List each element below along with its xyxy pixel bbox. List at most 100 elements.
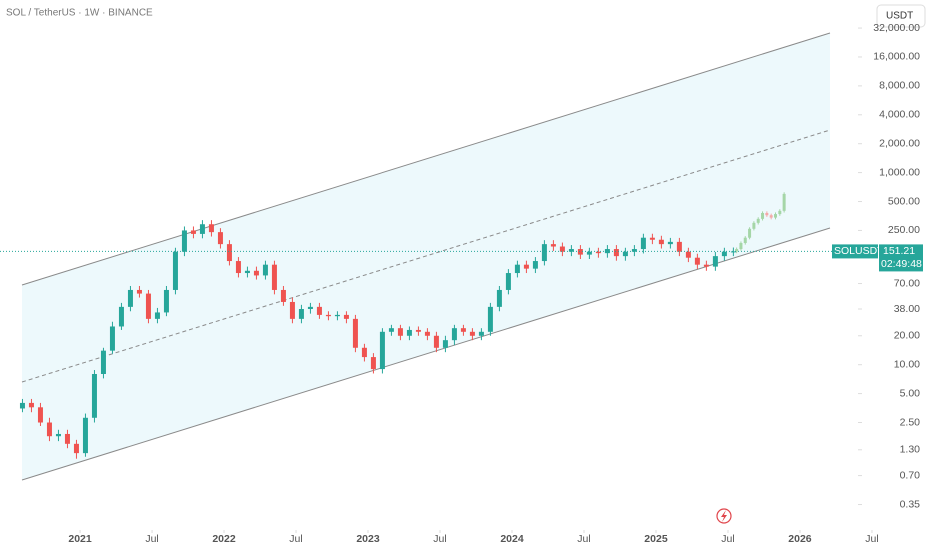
- candle-body: [748, 228, 752, 238]
- candle-body: [622, 251, 628, 257]
- candle-body: [769, 215, 773, 218]
- candle-body: [415, 329, 421, 332]
- channel-top: [21, 32, 831, 286]
- x-tick-label: Jul: [721, 533, 734, 545]
- x-tick-label: Jul: [145, 533, 158, 545]
- candle-body: [136, 289, 142, 294]
- currency-label[interactable]: USDT: [886, 11, 913, 22]
- y-tick-label: 5.00: [900, 387, 921, 399]
- candle-body: [217, 232, 223, 245]
- y-tick-label: 500.00: [888, 195, 920, 207]
- candle-body: [577, 249, 583, 255]
- candle-body: [586, 251, 592, 255]
- candle-body: [316, 306, 322, 315]
- candle-body: [244, 270, 250, 274]
- candle-body: [109, 326, 115, 351]
- candle-body: [406, 329, 412, 336]
- candle-body: [298, 309, 304, 319]
- y-tick-label: 1.30: [900, 444, 921, 456]
- candle-body: [487, 306, 493, 332]
- last-price-label: 151.21: [883, 245, 915, 257]
- candle-body: [514, 264, 520, 274]
- candle-body: [307, 306, 313, 310]
- y-tick-label: 4,000.00: [879, 109, 920, 121]
- candle-body: [743, 237, 747, 243]
- candle-body: [379, 331, 385, 370]
- candle-body: [226, 244, 232, 262]
- candle-body: [82, 417, 88, 454]
- candle-body: [64, 433, 70, 444]
- countdown-label: 02:49:48: [881, 258, 922, 270]
- candle-body: [334, 314, 340, 317]
- candle-body: [361, 347, 367, 358]
- x-tick-label: Jul: [289, 533, 302, 545]
- candle-body: [442, 340, 448, 348]
- candle-body: [568, 249, 574, 252]
- candle-body: [172, 251, 178, 290]
- candle-body: [550, 244, 556, 247]
- candle-body: [496, 289, 502, 307]
- candle-body: [343, 314, 349, 319]
- candle-body: [154, 312, 160, 319]
- x-tick-label: 2023: [356, 533, 380, 545]
- channel-mid: [21, 129, 831, 383]
- candle-body: [752, 222, 756, 229]
- candle-body: [721, 251, 727, 257]
- plot-area: [19, 32, 831, 481]
- candle-body: [388, 328, 394, 332]
- x-tick-label: 2021: [68, 533, 92, 545]
- candle-body: [190, 230, 196, 234]
- candle-body: [370, 357, 376, 370]
- y-tick-label: 2.50: [900, 416, 921, 428]
- candle-body: [262, 264, 268, 276]
- candle-body: [730, 251, 736, 253]
- candle-body: [649, 237, 655, 240]
- candle-body: [778, 210, 782, 215]
- y-tick-label: 38.00: [894, 303, 920, 315]
- candle-body: [685, 251, 691, 258]
- candle-body: [325, 314, 331, 317]
- candle-body: [289, 301, 295, 319]
- candle-body: [604, 249, 610, 254]
- candle-body: [424, 331, 430, 336]
- y-tick-label: 70.00: [894, 277, 920, 289]
- candle-body: [37, 407, 43, 423]
- candle-body: [703, 264, 709, 267]
- candle-body: [735, 249, 739, 252]
- candle-body: [773, 214, 777, 218]
- y-tick-label: 0.35: [900, 498, 921, 510]
- candle-body: [532, 261, 538, 269]
- candle-body: [559, 246, 565, 252]
- candle-body: [595, 251, 601, 254]
- candle-body: [541, 244, 547, 262]
- candle-body: [460, 328, 466, 332]
- candle-body: [712, 256, 718, 267]
- candle-body: [739, 242, 743, 250]
- candle-body: [505, 273, 511, 290]
- candle-body: [667, 241, 673, 245]
- candle-body: [694, 257, 700, 265]
- x-tick-label: 2025: [644, 533, 668, 545]
- x-tick-label: Jul: [865, 533, 878, 545]
- candle-body: [631, 249, 637, 252]
- x-tick-label: 2026: [788, 533, 812, 545]
- y-tick-label: 8,000.00: [879, 80, 920, 92]
- y-tick-label: 1,000.00: [879, 166, 920, 178]
- candle-body: [163, 289, 169, 313]
- candle-body: [118, 306, 124, 327]
- candle-body: [640, 237, 646, 250]
- candle-body: [91, 373, 97, 418]
- x-tick-label: 2022: [212, 533, 236, 545]
- candle-body: [100, 350, 106, 374]
- candle-body: [253, 270, 259, 276]
- candle-body: [280, 289, 286, 302]
- currency-button[interactable]: [876, 4, 926, 28]
- candle-body: [782, 193, 786, 211]
- candle-body: [433, 335, 439, 348]
- y-tick-label: 0.70: [900, 469, 921, 481]
- candle-body: [235, 261, 241, 274]
- candle-body: [127, 289, 133, 307]
- candle-body: [55, 433, 61, 437]
